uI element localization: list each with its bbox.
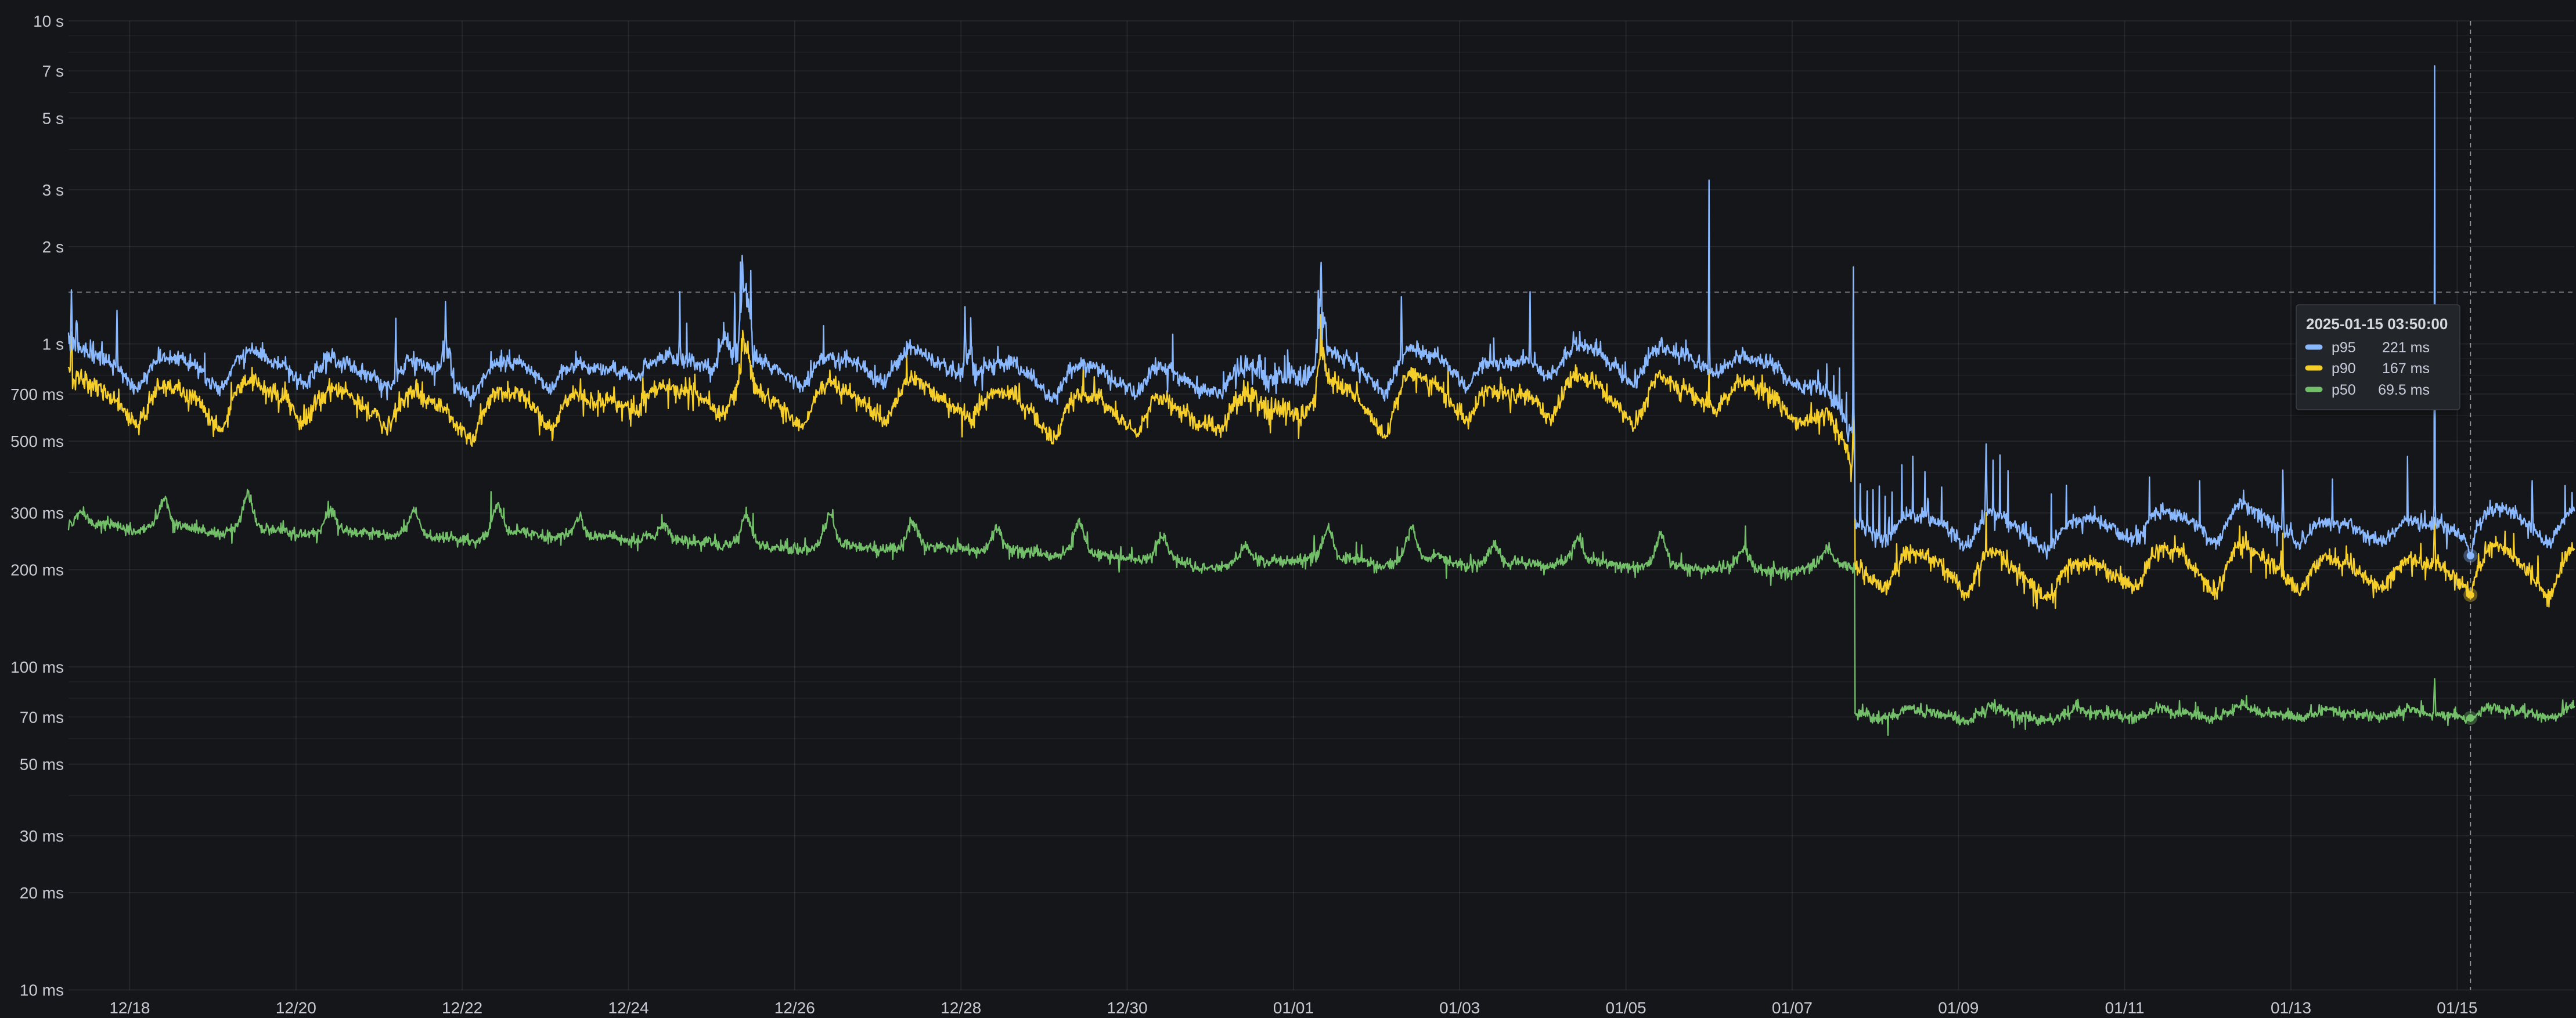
svg-text:20 ms: 20 ms — [20, 884, 64, 902]
svg-text:200 ms: 200 ms — [10, 561, 64, 579]
svg-text:30 ms: 30 ms — [20, 827, 64, 845]
svg-text:500 ms: 500 ms — [10, 432, 64, 450]
svg-text:12/28: 12/28 — [941, 999, 981, 1017]
svg-text:01/05: 01/05 — [1606, 999, 1647, 1017]
svg-text:12/18: 12/18 — [109, 999, 150, 1017]
svg-text:01/01: 01/01 — [1273, 999, 1314, 1017]
svg-text:221 ms: 221 ms — [2382, 340, 2430, 356]
svg-text:01/09: 01/09 — [1938, 999, 1979, 1017]
svg-text:2025-01-15 03:50:00: 2025-01-15 03:50:00 — [2306, 315, 2448, 333]
svg-text:69.5 ms: 69.5 ms — [2378, 382, 2430, 398]
svg-text:167 ms: 167 ms — [2382, 360, 2430, 377]
svg-text:12/22: 12/22 — [442, 999, 482, 1017]
svg-text:p90: p90 — [2332, 360, 2356, 377]
svg-text:01/13: 01/13 — [2271, 999, 2311, 1017]
svg-text:10 s: 10 s — [33, 12, 64, 30]
svg-text:01/15: 01/15 — [2437, 999, 2477, 1017]
svg-text:01/03: 01/03 — [1439, 999, 1480, 1017]
svg-text:50 ms: 50 ms — [20, 756, 64, 774]
svg-text:p50: p50 — [2332, 382, 2356, 398]
svg-text:3 s: 3 s — [42, 181, 64, 199]
svg-text:300 ms: 300 ms — [10, 504, 64, 522]
svg-text:2 s: 2 s — [42, 238, 64, 256]
svg-text:12/24: 12/24 — [608, 999, 648, 1017]
svg-text:12/20: 12/20 — [276, 999, 316, 1017]
svg-text:01/11: 01/11 — [2105, 999, 2145, 1017]
svg-text:10 ms: 10 ms — [20, 981, 64, 999]
svg-text:p95: p95 — [2332, 340, 2356, 356]
svg-text:12/26: 12/26 — [774, 999, 815, 1017]
svg-text:5 s: 5 s — [42, 110, 64, 128]
svg-text:1 s: 1 s — [42, 335, 64, 353]
svg-text:700 ms: 700 ms — [10, 385, 64, 403]
svg-text:70 ms: 70 ms — [20, 708, 64, 726]
svg-text:7 s: 7 s — [42, 62, 64, 80]
svg-text:100 ms: 100 ms — [10, 658, 64, 676]
svg-text:12/30: 12/30 — [1107, 999, 1147, 1017]
svg-text:01/07: 01/07 — [1772, 999, 1813, 1017]
